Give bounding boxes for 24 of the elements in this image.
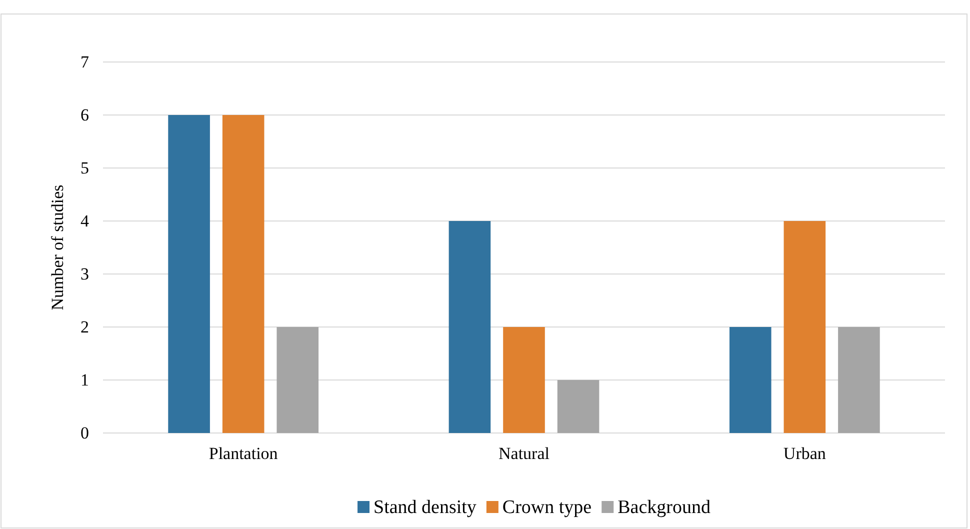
x-tick-label: Urban xyxy=(783,444,826,464)
bar xyxy=(784,221,826,433)
legend-label: Stand density xyxy=(374,497,477,518)
bar xyxy=(222,115,264,433)
bar xyxy=(276,327,319,433)
bar xyxy=(503,327,545,433)
y-tick-label: 1 xyxy=(80,370,89,390)
y-tick-label: 6 xyxy=(80,105,89,124)
y-tick-label: 4 xyxy=(80,211,90,230)
bar xyxy=(557,380,600,433)
y-tick-label: 7 xyxy=(80,52,90,72)
y-tick-label: 2 xyxy=(80,317,89,336)
legend-label: Background xyxy=(618,497,711,518)
x-tick-label: Plantation xyxy=(208,444,278,464)
x-tick-label: Natural xyxy=(498,444,550,464)
y-axis-title: Number of studies xyxy=(48,184,67,310)
bar xyxy=(448,221,491,433)
legend-label: Crown type xyxy=(502,497,592,518)
bar xyxy=(168,115,210,433)
bar xyxy=(838,327,880,433)
y-tick-label: 5 xyxy=(80,158,89,178)
y-tick-label: 3 xyxy=(80,264,89,284)
bar xyxy=(729,327,772,433)
y-tick-label: 0 xyxy=(80,423,89,442)
